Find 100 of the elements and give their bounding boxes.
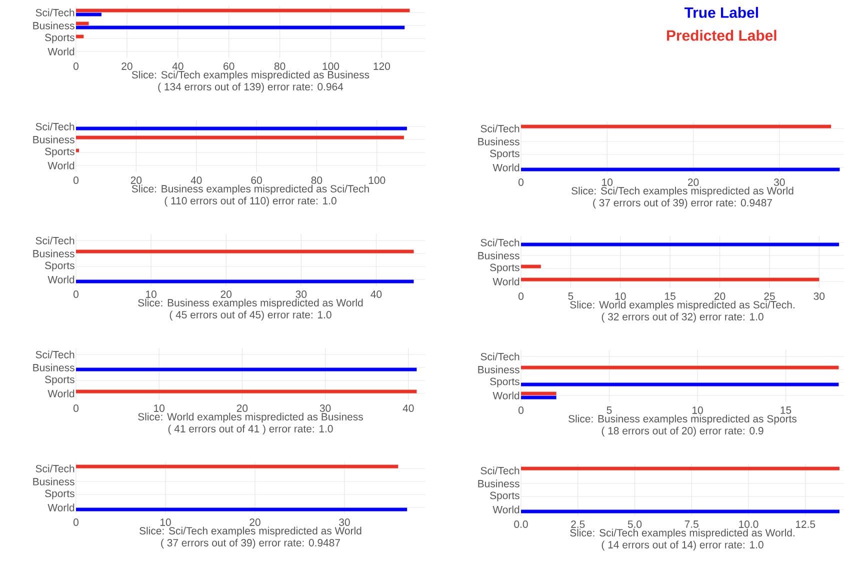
y-tick-label: Sci/Tech [480, 466, 520, 474]
x-tick-label: 0 [74, 62, 78, 70]
y-tick-label: Sci/Tech [480, 238, 520, 246]
y-tick-label: Sci/Tech [36, 8, 74, 16]
x-axis-title: Slice: Business examples mispredicted as Sci/Tech [132, 184, 369, 195]
x-tick-label: 20 [688, 178, 699, 186]
y-tick-label: World [492, 164, 520, 172]
x-tick-label: 30 [339, 518, 350, 526]
x-tick-label: 10 [692, 406, 703, 414]
y-tick-label: World [492, 278, 520, 286]
x-tick-label: 12.5 [796, 520, 816, 528]
x-tick-label: 30 [774, 178, 785, 186]
y-tick-label: Sports [490, 150, 520, 160]
x-tick-label: 60 [251, 176, 262, 184]
y-tick-label: World [48, 390, 74, 398]
y-tick-label: Business [478, 252, 520, 260]
x-tick-label: 40 [370, 290, 382, 298]
x-tick-label: 40 [402, 404, 414, 412]
y-tick-label: World [48, 276, 74, 284]
y-tick-label: World [48, 48, 74, 56]
y-tick-label: Business [33, 250, 74, 258]
text: ( 134 errors out of 139) error rate: 0.964 [158, 82, 344, 92]
text: ( 37 errors out of 39) error rate: 0.9487 [161, 538, 340, 549]
x-tick-label: 0 [74, 176, 78, 184]
y-tick-label: Sci/Tech [36, 350, 74, 358]
x-tick-label: 0 [518, 292, 524, 300]
x-axis-title: Slice: World examples mispredicted as Sci/Tech. [570, 300, 794, 311]
y-tick-label: Sci/Tech [36, 122, 74, 130]
x-tick-label: 0 [74, 404, 78, 412]
y-tick-label: Business [478, 480, 520, 488]
x-axis-title: Slice: Sci/Tech examples mispredicted as World [572, 186, 794, 197]
x-tick-label: 15 [665, 292, 676, 300]
y-tick-label: Business [33, 22, 74, 30]
bar [76, 136, 404, 140]
bar [76, 126, 407, 130]
x-tick-label: 80 [311, 176, 322, 184]
x-tick-label: 7.5 [684, 520, 698, 528]
y-tick-label: Business [478, 366, 520, 374]
y-tick-label: World [48, 162, 74, 170]
x-axis-title: Slice: Business examples mispredicted as World [138, 298, 363, 309]
x-tick-label: 30 [320, 404, 331, 412]
x-tick-label: 10.0 [739, 520, 758, 528]
x-tick-label: 30 [296, 290, 307, 298]
y-tick-label: Business [33, 136, 74, 144]
text: ( 41 errors out of 41 ) error rate: 1.0 [168, 424, 333, 434]
x-tick-label: 40 [172, 62, 184, 70]
x-tick-label: 20 [250, 518, 260, 526]
y-tick-label: Business [33, 364, 74, 372]
x-tick-label: 60 [224, 62, 234, 70]
x-tick-label: 10 [615, 292, 626, 300]
y-tick-label: Sports [45, 262, 74, 272]
bar [76, 26, 405, 30]
x-tick-label: 10 [146, 290, 156, 298]
x-tick-label: 10 [154, 404, 164, 412]
text: True Label [684, 6, 758, 18]
x-tick-label: 10 [602, 178, 613, 186]
x-tick-label: 5 [606, 406, 612, 414]
text: ( 18 errors out of 20) error rate: 0.9 [602, 426, 764, 436]
x-axis-title: Slice: Sci/Tech examples mispredicted as World. [570, 528, 794, 539]
y-tick-label: Business [33, 478, 74, 486]
text: ( 14 errors out of 14) error rate: 1.0 [602, 540, 764, 551]
y-tick-label: Sci/Tech [36, 236, 74, 244]
y-tick-label: Sports [45, 34, 74, 44]
x-tick-label: 80 [274, 62, 286, 70]
x-tick-label: 40 [190, 176, 202, 184]
x-tick-label: 100 [368, 176, 386, 184]
y-tick-label: Sports [45, 376, 74, 386]
x-axis-title: Slice: Sci/Tech examples mispredicted as World [140, 526, 362, 537]
x-tick-label: 30 [814, 292, 825, 300]
bar [76, 22, 89, 26]
y-tick-label: Business [478, 138, 520, 146]
x-tick-label: 15 [780, 406, 792, 414]
x-axis-title: Slice: Business examples mispredicted as Sports [568, 414, 797, 425]
y-tick-label: Sports [45, 490, 74, 500]
x-tick-label: 0 [518, 178, 524, 186]
x-tick-label: 20 [714, 292, 726, 300]
x-tick-label: 20 [236, 404, 248, 412]
bar [521, 278, 820, 282]
y-tick-label: Sports [45, 148, 74, 158]
x-tick-label: 10 [160, 518, 171, 526]
bar [521, 264, 541, 268]
text: ( 32 errors out of 32) error rate: 1.0 [602, 312, 764, 322]
x-tick-label: 25 [764, 292, 775, 300]
text: ( 110 errors out of 110) error rate: 1.0 [164, 196, 336, 206]
x-tick-label: 0 [74, 290, 78, 298]
x-tick-label: 20 [130, 176, 142, 184]
x-tick-label: 100 [322, 62, 340, 70]
y-tick-label: Sci/Tech [36, 464, 74, 472]
bar [76, 8, 410, 12]
y-tick-label: Sports [490, 492, 520, 502]
bar [76, 12, 102, 16]
x-tick-label: 2.5 [571, 520, 585, 528]
text: ( 45 errors out of 45) error rate: 1.0 [170, 310, 332, 320]
text: ( 37 errors out of 39) error rate: 0.9487 [593, 198, 772, 208]
bar [76, 148, 80, 152]
x-tick-label: 5 [568, 292, 574, 300]
y-tick-label: Sports [490, 264, 520, 274]
x-axis-title: Slice: World examples mispredicted as Business [138, 412, 363, 423]
y-tick-label: Sports [490, 378, 520, 388]
text: Predicted Label [667, 30, 776, 41]
